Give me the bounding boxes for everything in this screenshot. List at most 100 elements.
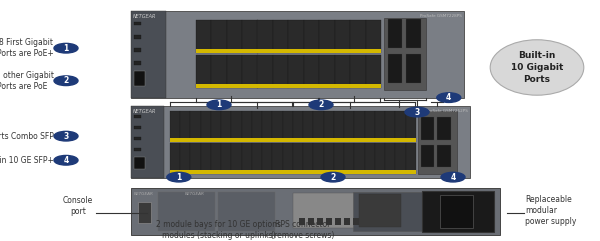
FancyBboxPatch shape xyxy=(242,143,252,174)
FancyBboxPatch shape xyxy=(283,138,293,141)
FancyBboxPatch shape xyxy=(131,106,470,178)
Circle shape xyxy=(54,43,78,53)
FancyBboxPatch shape xyxy=(257,49,273,53)
FancyBboxPatch shape xyxy=(293,143,303,174)
FancyBboxPatch shape xyxy=(289,20,304,53)
FancyBboxPatch shape xyxy=(344,143,354,174)
FancyBboxPatch shape xyxy=(323,111,334,141)
Text: 2: 2 xyxy=(331,173,335,182)
FancyBboxPatch shape xyxy=(344,138,354,141)
FancyBboxPatch shape xyxy=(395,138,406,141)
FancyBboxPatch shape xyxy=(200,143,211,174)
FancyBboxPatch shape xyxy=(388,54,402,83)
FancyBboxPatch shape xyxy=(304,49,319,53)
FancyBboxPatch shape xyxy=(134,148,141,151)
FancyBboxPatch shape xyxy=(293,138,303,141)
Text: 3: 3 xyxy=(64,132,68,141)
FancyBboxPatch shape xyxy=(422,191,494,232)
FancyBboxPatch shape xyxy=(365,170,375,174)
FancyBboxPatch shape xyxy=(272,138,283,141)
FancyBboxPatch shape xyxy=(354,143,365,174)
FancyBboxPatch shape xyxy=(313,170,323,174)
FancyBboxPatch shape xyxy=(134,48,141,52)
Text: 2 module bays for 10 GE options
modules (stacking or uplinks): 2 module bays for 10 GE options modules … xyxy=(157,220,281,240)
Circle shape xyxy=(54,155,78,165)
Text: 2: 2 xyxy=(319,100,323,109)
FancyBboxPatch shape xyxy=(273,49,289,53)
FancyBboxPatch shape xyxy=(406,54,421,83)
FancyBboxPatch shape xyxy=(283,170,293,174)
FancyBboxPatch shape xyxy=(303,143,313,174)
FancyBboxPatch shape xyxy=(221,170,231,174)
FancyBboxPatch shape xyxy=(134,22,141,25)
FancyBboxPatch shape xyxy=(395,111,406,141)
Text: NETGEAR: NETGEAR xyxy=(134,192,154,196)
Text: 4 Ports Combo SFP: 4 Ports Combo SFP xyxy=(0,132,54,141)
Text: ProSafe GSM7252PS: ProSafe GSM7252PS xyxy=(426,109,468,113)
FancyBboxPatch shape xyxy=(293,111,303,141)
FancyBboxPatch shape xyxy=(196,20,211,53)
FancyBboxPatch shape xyxy=(385,170,395,174)
FancyBboxPatch shape xyxy=(293,170,303,174)
FancyBboxPatch shape xyxy=(257,55,273,88)
FancyBboxPatch shape xyxy=(365,138,375,141)
FancyBboxPatch shape xyxy=(242,55,257,88)
FancyBboxPatch shape xyxy=(252,170,262,174)
FancyBboxPatch shape xyxy=(350,55,366,88)
Text: All other Gigabit
Ports are PoE: All other Gigabit Ports are PoE xyxy=(0,71,54,91)
FancyBboxPatch shape xyxy=(440,195,473,228)
FancyBboxPatch shape xyxy=(388,19,402,48)
FancyBboxPatch shape xyxy=(190,143,200,174)
FancyBboxPatch shape xyxy=(354,170,365,174)
FancyBboxPatch shape xyxy=(242,111,252,141)
FancyBboxPatch shape xyxy=(334,143,344,174)
Text: Replaceable
modular
power supply: Replaceable modular power supply xyxy=(525,195,577,227)
FancyBboxPatch shape xyxy=(365,111,375,141)
FancyBboxPatch shape xyxy=(437,145,451,167)
FancyBboxPatch shape xyxy=(313,138,323,141)
Text: RPS connector
(remove screws): RPS connector (remove screws) xyxy=(271,220,335,240)
FancyBboxPatch shape xyxy=(385,111,395,141)
FancyBboxPatch shape xyxy=(350,20,366,53)
FancyBboxPatch shape xyxy=(190,170,200,174)
FancyBboxPatch shape xyxy=(335,218,341,225)
FancyBboxPatch shape xyxy=(134,115,141,118)
FancyBboxPatch shape xyxy=(211,84,227,88)
FancyBboxPatch shape xyxy=(326,218,332,225)
FancyBboxPatch shape xyxy=(353,192,437,231)
FancyBboxPatch shape xyxy=(170,143,180,174)
FancyBboxPatch shape xyxy=(406,19,421,48)
FancyBboxPatch shape xyxy=(362,218,368,225)
FancyBboxPatch shape xyxy=(138,202,151,223)
FancyBboxPatch shape xyxy=(317,218,323,225)
FancyBboxPatch shape xyxy=(221,111,231,141)
FancyBboxPatch shape xyxy=(395,143,406,174)
FancyBboxPatch shape xyxy=(227,20,242,53)
FancyBboxPatch shape xyxy=(170,138,180,141)
FancyBboxPatch shape xyxy=(365,20,381,53)
FancyBboxPatch shape xyxy=(283,111,293,141)
FancyBboxPatch shape xyxy=(170,170,180,174)
FancyBboxPatch shape xyxy=(375,138,385,141)
FancyBboxPatch shape xyxy=(365,84,381,88)
FancyBboxPatch shape xyxy=(289,49,304,53)
FancyBboxPatch shape xyxy=(303,111,313,141)
FancyBboxPatch shape xyxy=(232,170,242,174)
FancyBboxPatch shape xyxy=(365,49,381,53)
Text: 8 First Gigabit
Ports are PoE+: 8 First Gigabit Ports are PoE+ xyxy=(0,38,54,58)
FancyBboxPatch shape xyxy=(437,117,451,140)
FancyBboxPatch shape xyxy=(406,143,416,174)
Text: NETGEAR: NETGEAR xyxy=(133,109,156,114)
FancyBboxPatch shape xyxy=(211,138,221,141)
FancyBboxPatch shape xyxy=(350,49,366,53)
FancyBboxPatch shape xyxy=(211,143,221,174)
FancyBboxPatch shape xyxy=(335,84,350,88)
Text: Console
port: Console port xyxy=(63,196,93,216)
Circle shape xyxy=(321,172,345,182)
FancyBboxPatch shape xyxy=(211,170,221,174)
FancyBboxPatch shape xyxy=(334,170,344,174)
Ellipse shape xyxy=(490,40,584,95)
Circle shape xyxy=(437,93,461,102)
FancyBboxPatch shape xyxy=(272,111,283,141)
FancyBboxPatch shape xyxy=(227,55,242,88)
